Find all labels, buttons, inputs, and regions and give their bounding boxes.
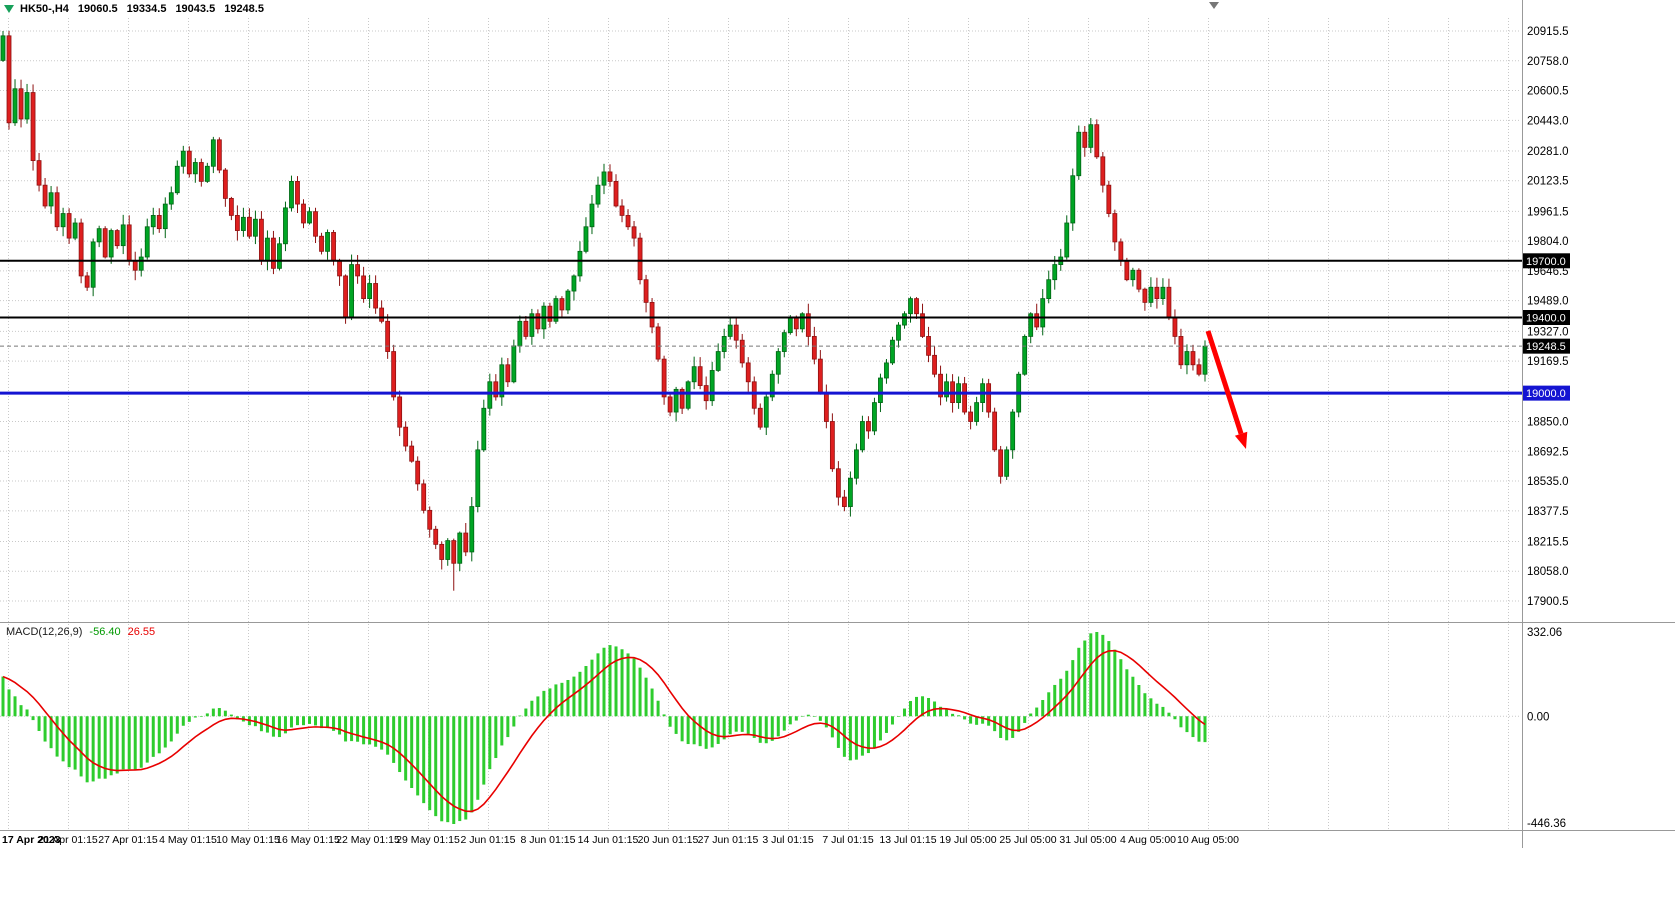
time-axis-label: 27 Jun 01:15 [698, 834, 759, 846]
time-axis-label: 25 Jul 05:00 [999, 834, 1056, 846]
time-axis-label: 2 Jun 01:15 [461, 834, 516, 846]
time-axis-label: 13 Jul 01:15 [879, 834, 936, 846]
price-tick-label: 18850.0 [1527, 416, 1569, 428]
symbol-triangle-icon [4, 5, 14, 13]
macd-name: MACD(12,26,9) [6, 626, 83, 638]
time-axis-label: 4 May 01:15 [159, 834, 217, 846]
price-tick-label: 20123.5 [1527, 176, 1569, 188]
price-tick-label: 19327.0 [1527, 326, 1569, 338]
price-tick-label: 18377.5 [1527, 506, 1569, 518]
price-tick-label: 19169.5 [1527, 356, 1569, 368]
ohlc-open: 19060.5 [77, 3, 118, 15]
ohlc-close: 19248.5 [224, 3, 264, 15]
price-box-19700.0 [1523, 253, 1570, 269]
price-tick-label: 17900.5 [1527, 596, 1569, 608]
price-tick-label: 18535.0 [1527, 476, 1569, 488]
price-box-label: 19400.0 [1526, 313, 1566, 325]
macd-main-value: -56.40 [89, 626, 121, 638]
price-tick-label: 18692.5 [1527, 446, 1569, 458]
price-tick-label: 18058.0 [1527, 566, 1569, 578]
time-axis-label: 10 May 01:15 [216, 834, 280, 846]
symbol-period-label: HK50-,H4 [20, 3, 69, 15]
price-tick-label: 19646.5 [1527, 266, 1569, 278]
macd-indicator-label: MACD(12,26,9) -56.40 26.55 [6, 626, 155, 638]
time-axis-label: 27 Apr 01:15 [98, 834, 158, 846]
time-axis-label: 19 Jul 05:00 [939, 834, 996, 846]
time-axis-label: 16 May 01:15 [276, 834, 340, 846]
time-axis-label: 29 May 01:15 [396, 834, 460, 846]
price-tick-label: 20758.0 [1527, 56, 1569, 68]
price-box-label: 19000.0 [1526, 388, 1566, 400]
price-tick-label: 20281.0 [1527, 146, 1569, 158]
macd-axis-zero: 0.00 [1527, 711, 1549, 723]
time-axis-label: 3 Jul 01:15 [762, 834, 814, 846]
grid-layer [0, 18, 1520, 830]
ohlc-low: 19043.5 [175, 3, 216, 15]
time-axis-label: 4 Aug 05:00 [1120, 834, 1176, 846]
macd-layer [0, 632, 1520, 824]
chart-header: HK50-,H4 19060.5 19334.5 19043.5 19248.5 [4, 3, 264, 15]
trend-arrow[interactable] [1205, 330, 1248, 449]
price-tick-label: 19804.0 [1527, 236, 1569, 248]
price-box-19248.5 [1523, 338, 1570, 354]
time-axis-label: 31 Jul 05:00 [1059, 834, 1116, 846]
time-axis-label: 14 Jun 01:15 [578, 834, 639, 846]
time-axis-label: 21 Apr 01:15 [38, 834, 98, 846]
macd-signal-value: 26.55 [127, 626, 156, 638]
price-box-label: 19248.5 [1526, 341, 1566, 353]
macd-axis-top: 332.06 [1527, 627, 1562, 639]
price-chart-surface[interactable]: 20915.5 20758.0 20600.5 20443.0 20281.0 20123… [0, 0, 1675, 852]
time-axis-label: 22 May 01:15 [336, 834, 400, 846]
time-axis-label: 20 Jun 01:15 [638, 834, 699, 846]
time-axis-label: 17 Apr 2023 [2, 834, 61, 846]
price-tick-label: 19489.0 [1527, 296, 1569, 308]
price-box-19000.0 [1523, 385, 1570, 401]
price-tick-label: 20915.5 [1527, 26, 1569, 38]
price-box-19400.0 [1523, 310, 1570, 326]
ohlc-high: 19334.5 [126, 3, 167, 15]
macd-axis-bottom: -446.36 [1527, 818, 1566, 830]
time-axis-label: 10 Aug 05:00 [1177, 834, 1239, 846]
price-axis[interactable]: 20915.5 20758.0 20600.5 20443.0 20281.0 20123… [1523, 26, 1570, 830]
shift-marker-icon[interactable] [1209, 2, 1219, 9]
price-box-label: 19700.0 [1526, 256, 1566, 268]
price-tick-label: 20600.5 [1527, 86, 1569, 98]
candles-layer [0, 31, 1208, 591]
time-axis-label: 8 Jun 01:15 [521, 834, 576, 846]
price-tick-label: 18215.5 [1527, 536, 1569, 548]
macd-signal-line [2, 649, 1206, 813]
price-tick-label: 20443.0 [1527, 115, 1569, 127]
time-axis-label: 7 Jul 01:15 [822, 834, 874, 846]
price-tick-label: 19961.5 [1527, 206, 1569, 218]
